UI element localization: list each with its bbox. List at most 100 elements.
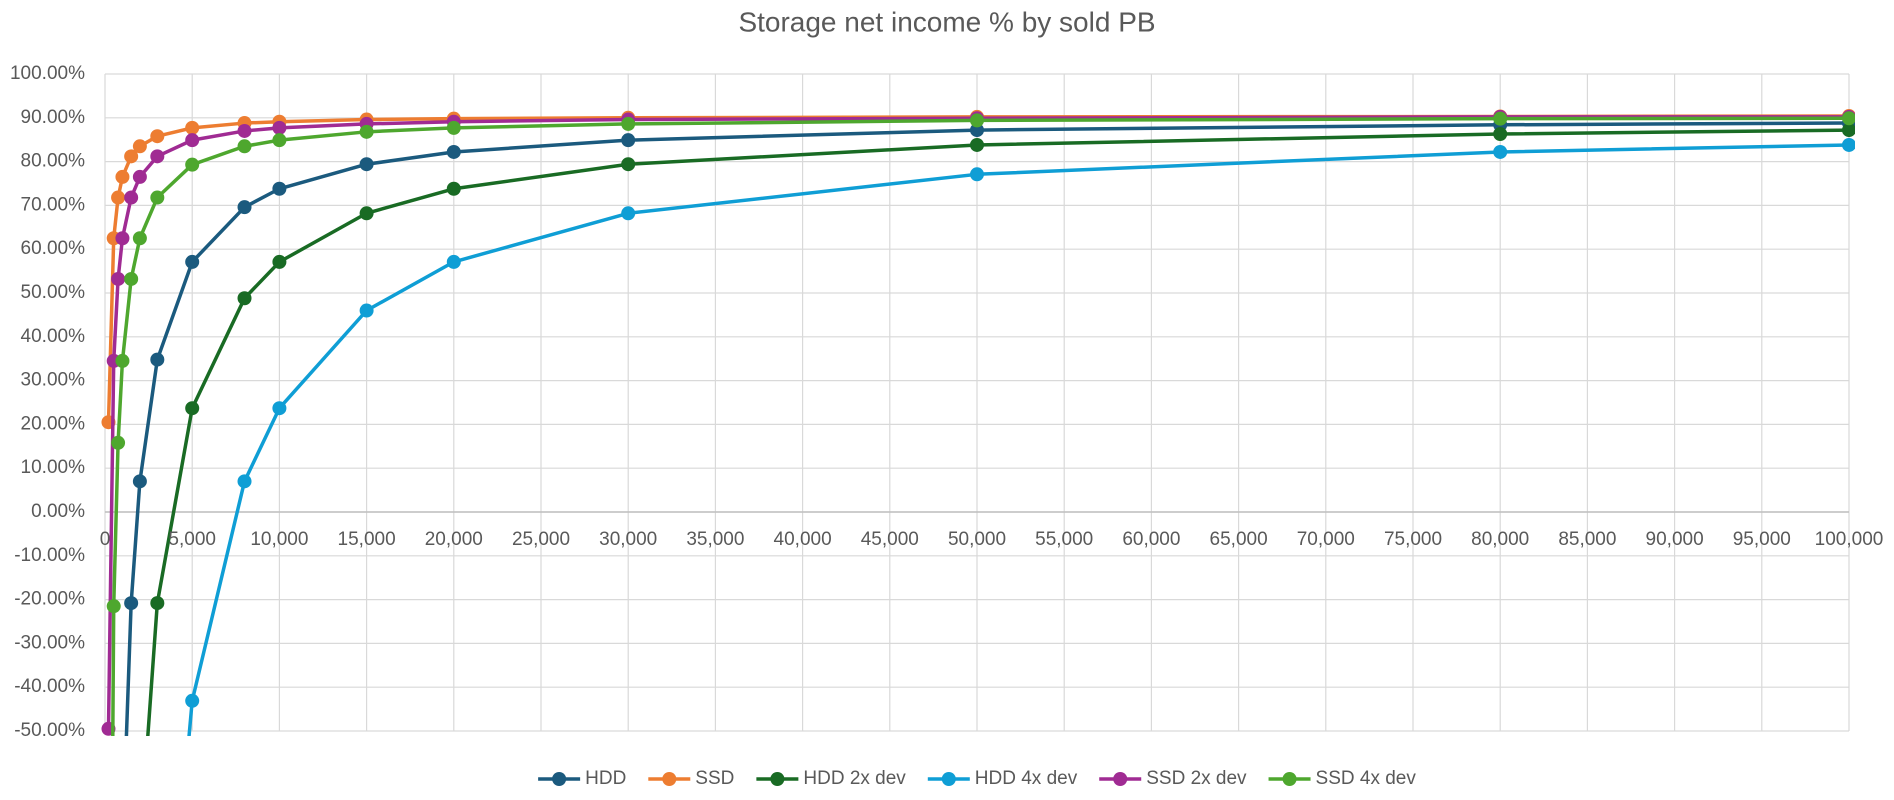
x-tick-label: 75,000 [1384,529,1442,550]
data-point [150,129,165,144]
x-tick-label: 80,000 [1471,529,1529,550]
data-point [446,181,461,196]
data-point [621,133,636,148]
data-point [150,190,165,205]
data-point [132,139,147,154]
data-point [237,474,252,489]
data-point [359,206,374,221]
x-tick-label: 15,000 [338,529,396,550]
y-tick-label: 40.00% [21,326,86,347]
x-tick-label: 5,000 [168,529,216,550]
legend-label: HDD 2x dev [803,768,906,789]
y-tick-label: -10.00% [14,545,85,566]
data-point [970,113,984,128]
data-point [359,157,374,172]
data-point [150,352,165,367]
x-tick-label: 45,000 [861,529,919,550]
x-tick-label: 30,000 [599,529,657,550]
y-tick-label: 20.00% [21,413,86,434]
y-tick-label: -40.00% [14,676,85,697]
y-tick-label: 90.00% [21,107,86,128]
y-tick-label: 100.00% [10,63,85,84]
data-point [111,435,126,450]
legend-item: SSD 2x dev [1099,768,1247,789]
data-point [115,231,130,246]
data-point [359,303,374,318]
data-point [970,167,984,182]
data-point [621,116,636,131]
legend-marker [941,772,956,786]
data-point [237,123,252,138]
legend-item: HDD 4x dev [927,768,1078,789]
data-point [124,190,139,205]
data-point [446,120,461,135]
x-tick-label: 60,000 [1122,529,1180,550]
legend-label: SSD [695,768,734,789]
data-point [132,231,147,246]
x-tick-label: 40,000 [774,529,832,550]
data-point [111,190,126,205]
legend-marker [1113,772,1128,786]
y-tick-label: 10.00% [21,457,86,478]
x-tick-label: 70,000 [1297,529,1355,550]
x-tick-label: 90,000 [1646,529,1704,550]
y-tick-label: -50.00% [14,720,85,741]
data-point [185,254,200,269]
data-point [150,149,165,164]
legend-item: HDD [538,768,626,789]
x-tick-label: 10,000 [250,529,308,550]
series-line [187,143,1850,736]
legend: HDD SSD HDD 2x dev HDD 4x dev SSD 2x dev SSD … [538,768,1416,789]
data-point [237,139,252,154]
data-point [150,596,165,611]
legend-label: HDD 4x dev [975,768,1078,789]
plot-area [101,109,1855,736]
series-line [111,116,1850,736]
data-point [237,291,252,306]
x-tick-label: 35,000 [686,529,744,550]
data-point [185,401,200,416]
data-point [1493,111,1508,126]
data-point [272,133,287,148]
legend-marker [1282,772,1297,786]
series-line [124,121,1850,736]
data-point [1842,123,1855,138]
series-line [106,115,1849,729]
series-line [146,128,1850,736]
data-point [124,596,139,611]
y-tick-label: -30.00% [14,632,85,653]
data-point [132,169,147,184]
x-tick-label: 25,000 [512,529,570,550]
y-tick-label: 50.00% [21,282,86,303]
y-tick-label: -20.00% [14,589,85,610]
y-tick-label: 70.00% [21,194,86,215]
data-point [132,474,147,489]
data-point [124,271,139,286]
x-tick-label: 55,000 [1035,529,1093,550]
x-tick-label: 100,000 [1815,529,1884,550]
legend-marker [770,772,785,786]
data-point [621,157,636,172]
legend-item: SSD [648,768,734,789]
data-point [1493,127,1508,142]
legend-marker [552,772,567,786]
legend-item: SSD 4x dev [1268,768,1417,789]
data-point [272,181,287,196]
data-point [106,599,121,614]
legend-marker [662,772,677,786]
data-point [446,144,461,159]
data-point [970,123,984,138]
data-point [115,353,130,368]
data-point [446,254,461,269]
legend-item: HDD 2x dev [756,768,906,789]
y-tick-label: 60.00% [21,238,86,259]
data-point [124,149,139,164]
data-point [272,254,287,269]
tick-labels: -50.00% -40.00% -30.00% -20.00% -10.00% 0.00%… [10,63,1883,741]
data-point [272,120,287,135]
legend-label: SSD 4x dev [1316,768,1417,789]
data-point [111,271,126,286]
chart-title: Storage net income % by sold PB [738,6,1155,37]
data-point [185,133,200,148]
